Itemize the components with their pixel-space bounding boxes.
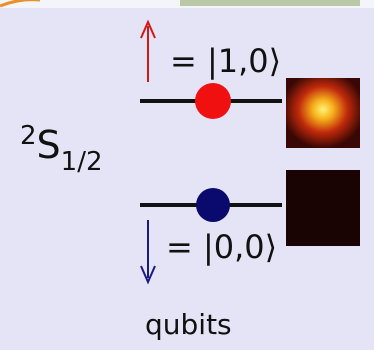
- fluorescence-bright: [286, 78, 360, 148]
- ion-bright: [195, 83, 231, 119]
- level-subscript: 1/2: [61, 147, 103, 177]
- fluorescence-dark: [286, 170, 360, 246]
- state-down-label: = |0,0⟩: [166, 228, 277, 266]
- level-superscript: 2: [20, 121, 37, 151]
- caption: qubits: [145, 308, 232, 341]
- state-up-label: = |1,0⟩: [170, 42, 281, 80]
- level-main: S: [37, 123, 61, 167]
- top-image: [180, 0, 360, 6]
- ion-dark: [196, 188, 230, 222]
- slide: = |1,0⟩ 2S1/2 = |0,0⟩ qubits: [0, 0, 374, 350]
